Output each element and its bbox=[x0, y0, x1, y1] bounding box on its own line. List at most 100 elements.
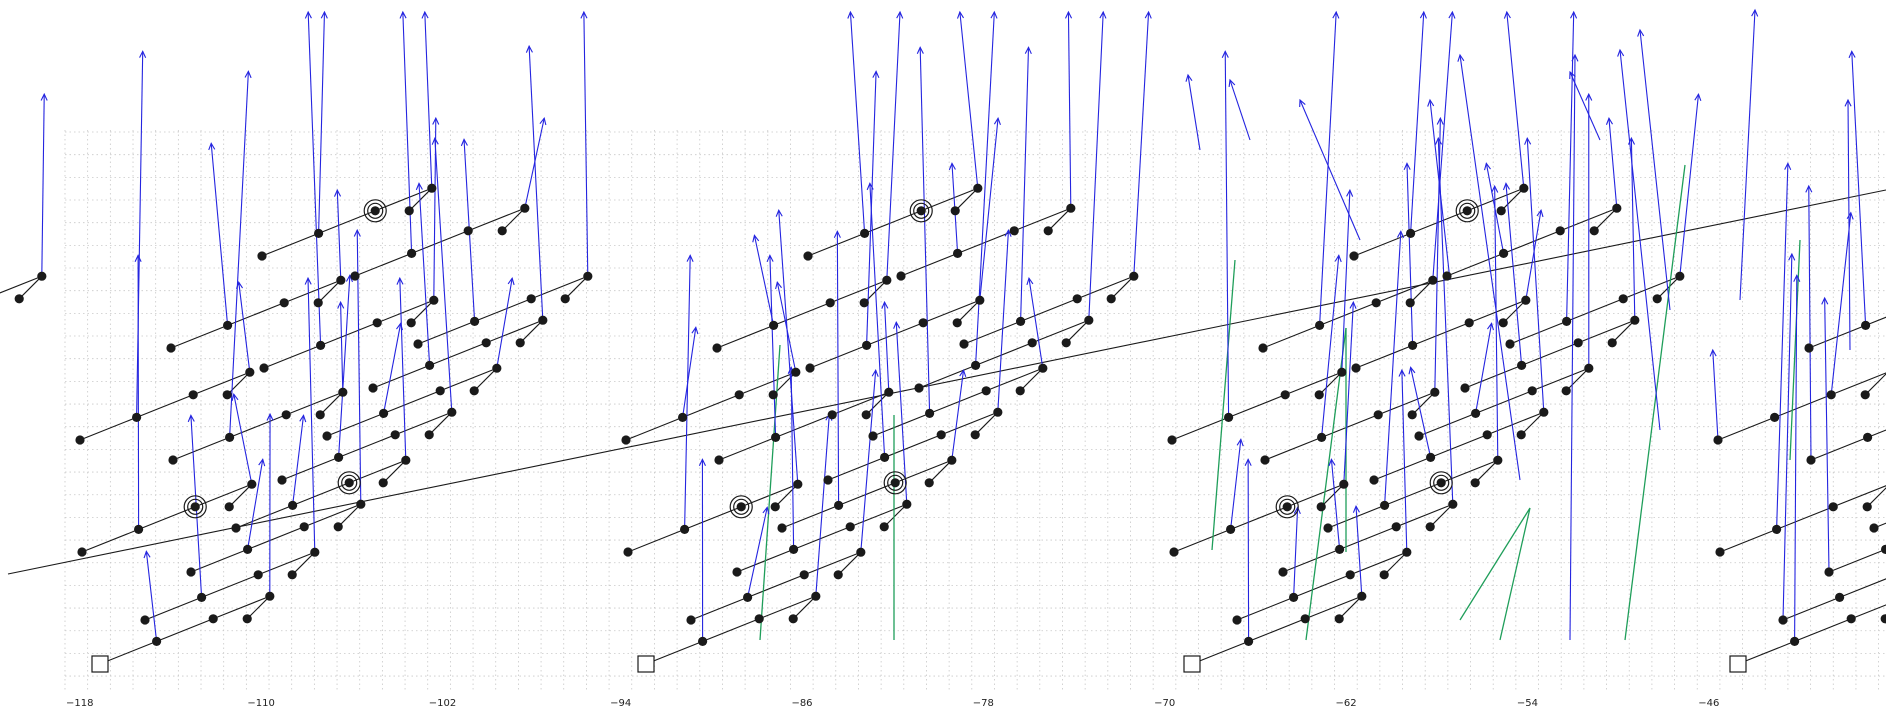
arrow-head bbox=[1346, 188, 1354, 197]
arrow-head bbox=[1848, 50, 1856, 59]
lattice-node bbox=[1584, 363, 1594, 373]
arrow-head bbox=[208, 142, 216, 151]
lattice-node bbox=[1860, 390, 1870, 400]
lattice-node bbox=[1426, 452, 1436, 462]
black-edge bbox=[827, 456, 885, 481]
black-edge bbox=[773, 302, 831, 326]
ring-marker bbox=[1279, 498, 1296, 515]
black-edge bbox=[326, 412, 384, 437]
blue-edge bbox=[1739, 9, 1756, 301]
lattice-node bbox=[315, 410, 325, 420]
lattice-node bbox=[868, 431, 878, 441]
lattice-node bbox=[279, 298, 289, 308]
lattice-node bbox=[37, 271, 47, 281]
black-edge bbox=[1656, 275, 1681, 300]
tick-label: −118 bbox=[66, 698, 93, 709]
ring-marker bbox=[883, 471, 907, 495]
lattice-node bbox=[1373, 410, 1383, 420]
lattice-node bbox=[1561, 386, 1571, 396]
lattice-node bbox=[1493, 455, 1503, 465]
arrow-head bbox=[1299, 98, 1306, 108]
lattice-node bbox=[245, 367, 255, 377]
lattice-node bbox=[890, 478, 900, 488]
black-edge bbox=[986, 367, 1044, 392]
lattice-node bbox=[134, 524, 144, 535]
arrow-head bbox=[432, 116, 440, 125]
lattice-node bbox=[1066, 203, 1076, 213]
blue-edge bbox=[583, 11, 589, 277]
lattice-node bbox=[1589, 226, 1599, 236]
lattice-node bbox=[425, 360, 435, 370]
lattice-node bbox=[621, 435, 631, 445]
black-edge bbox=[1776, 506, 1834, 530]
arrow-head bbox=[833, 230, 841, 238]
lattice-node bbox=[1407, 410, 1417, 420]
arrow-head bbox=[1328, 458, 1336, 467]
lattice-node bbox=[1289, 592, 1299, 603]
lattice-node bbox=[1323, 523, 1333, 533]
black-edge bbox=[261, 232, 319, 257]
blue-edge bbox=[1028, 278, 1044, 369]
lattice-node bbox=[834, 500, 844, 510]
lattice-node bbox=[401, 455, 411, 465]
blue-edge bbox=[769, 255, 777, 438]
tick-label: −46 bbox=[1698, 698, 1719, 709]
lattice-node bbox=[1260, 455, 1270, 465]
black-edge bbox=[411, 230, 469, 254]
lattice-node bbox=[1380, 500, 1390, 510]
black-edge bbox=[1014, 207, 1072, 232]
lattice-node bbox=[914, 383, 924, 393]
tick-label: −70 bbox=[1154, 698, 1175, 709]
black-edge bbox=[1418, 412, 1476, 437]
lattice-node bbox=[140, 615, 150, 625]
lattice-node bbox=[1345, 570, 1355, 580]
blue-edge bbox=[433, 118, 437, 301]
lattice-node bbox=[1043, 226, 1053, 236]
arrow-head bbox=[1570, 10, 1578, 19]
black-edge bbox=[337, 503, 362, 528]
black-edge bbox=[170, 324, 228, 349]
black-edge bbox=[928, 459, 953, 484]
lattice-node bbox=[1505, 339, 1515, 349]
arrow-head bbox=[1569, 70, 1576, 80]
black-edge bbox=[1373, 456, 1431, 481]
lattice-node bbox=[225, 432, 235, 442]
lattice-node bbox=[1498, 318, 1508, 328]
blue-edge bbox=[849, 11, 866, 234]
blue-edge bbox=[434, 138, 453, 413]
lattice-node bbox=[1258, 343, 1268, 353]
lattice-node bbox=[1315, 320, 1325, 330]
black-edge bbox=[1839, 578, 1886, 598]
lattice-node bbox=[1169, 547, 1179, 557]
lattice-node bbox=[1539, 407, 1549, 417]
blue-edge bbox=[1299, 99, 1361, 241]
arrow-head bbox=[539, 116, 547, 126]
lattice-node bbox=[469, 386, 479, 396]
blue-edge bbox=[1851, 51, 1867, 326]
black-edge bbox=[1578, 319, 1636, 344]
lattice-node bbox=[515, 338, 525, 348]
ring-marker bbox=[887, 474, 904, 491]
arrow-head bbox=[752, 234, 760, 243]
black-edge bbox=[739, 371, 797, 396]
lattice-node bbox=[1772, 524, 1782, 535]
arrow-head bbox=[1349, 300, 1357, 309]
blue-edge bbox=[336, 190, 342, 281]
black-edge bbox=[1355, 344, 1413, 369]
ring-marker bbox=[1459, 202, 1476, 219]
lattice-node bbox=[1471, 408, 1481, 418]
black-edge bbox=[318, 210, 376, 234]
black-edge bbox=[1467, 187, 1525, 212]
lattice-node bbox=[623, 547, 633, 557]
lattice-node bbox=[754, 614, 764, 624]
arrow-head bbox=[187, 414, 195, 423]
black-edge bbox=[684, 506, 742, 530]
black-edge bbox=[417, 320, 475, 345]
blue-edge bbox=[402, 11, 413, 254]
arrow-head bbox=[1332, 10, 1340, 19]
lattice-node bbox=[970, 430, 980, 440]
black-edge bbox=[519, 319, 544, 344]
lattice-node bbox=[791, 367, 801, 377]
lattice-node bbox=[259, 363, 269, 373]
